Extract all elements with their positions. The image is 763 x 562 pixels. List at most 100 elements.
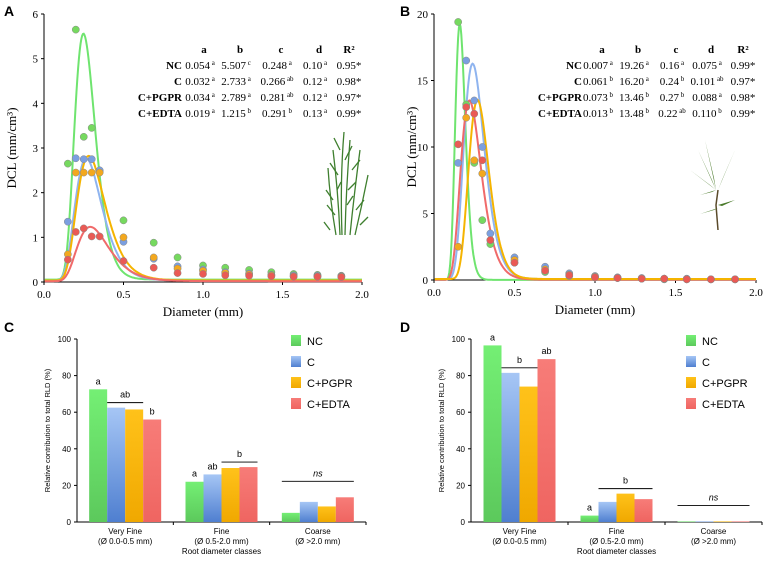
bar-c-pgpr (519, 386, 538, 522)
table-value: 0.12 a (303, 75, 328, 88)
bar-nc (580, 515, 599, 522)
significance-letter: ab (677, 107, 686, 115)
panel-letter-b: B (400, 3, 410, 19)
significance-label: ns (709, 492, 719, 502)
table-value: 0.101 ab (690, 75, 724, 88)
bar-c-edta (143, 419, 162, 522)
legend-label: C (702, 357, 710, 369)
significance-letter: a (210, 75, 216, 83)
y-tick-label: 20 (456, 481, 465, 490)
table-value-number: 0.291 (262, 108, 287, 120)
data-point-c-pgpr (95, 168, 104, 177)
data-point-c (478, 143, 487, 151)
table-value-number: 0.110 (692, 108, 717, 120)
legend-label: C+PGPR (307, 378, 353, 390)
table-value-number: 5.507 (221, 60, 246, 72)
data-point-c-edta (221, 271, 230, 280)
data-point-c-pgpr (462, 113, 471, 122)
significance-letter: c (246, 59, 251, 67)
data-point-c-pgpr (478, 169, 487, 178)
significance-label: a (192, 469, 197, 479)
table-row-label: C (574, 76, 582, 88)
table-header: R² (343, 44, 355, 56)
table-value: 0.281 ab (260, 91, 294, 104)
significance-label: a (490, 332, 495, 342)
table-value: 0.27 b (660, 91, 685, 104)
data-point-c-edta (510, 258, 519, 267)
significance-letter: a (322, 107, 328, 115)
table-header: R² (737, 44, 749, 56)
x-axis-label: Root diameter classes (577, 547, 656, 556)
significance-label: b (150, 407, 155, 417)
plant-illustration-b (690, 140, 745, 231)
table-value-number: 0.013 (583, 108, 608, 120)
legend-swatch (686, 335, 696, 346)
table-r2: 0.97* (337, 92, 362, 104)
data-point-c-edta (478, 156, 487, 165)
y-tick-label: 100 (58, 335, 72, 344)
table-r2: 0.98* (731, 92, 756, 104)
table-value: 0.019 a (185, 107, 216, 120)
significance-letter: a (644, 59, 650, 67)
table-row-label: C+EDTA (538, 108, 582, 120)
data-point-c-pgpr (149, 253, 158, 262)
data-point-c-edta (149, 263, 158, 272)
legend-swatch (686, 356, 696, 367)
table-row-label: C+PGPR (138, 92, 183, 104)
legend-swatch (686, 398, 696, 409)
y-axis-label: Relative contribution to total RLD (%) (43, 368, 52, 492)
significance-letter: a (644, 75, 650, 83)
legend-label: C (307, 357, 315, 369)
table-value: 0.16 a (660, 59, 685, 72)
data-point-nc (478, 216, 487, 224)
significance-letter: ab (715, 75, 724, 83)
category-label: Fine (214, 527, 230, 536)
data-point-c-pgpr (470, 156, 479, 165)
bar-c (695, 521, 714, 523)
table-value: 13.46 b (619, 91, 650, 104)
table-value-number: 0.12 (303, 92, 322, 104)
bar-nc (185, 481, 204, 522)
table-value-number: 0.088 (692, 92, 717, 104)
data-point-c-edta (541, 266, 549, 275)
data-point-nc (119, 216, 128, 225)
y-axis-label: Relative contribution to total RLD (%) (437, 368, 446, 492)
data-point-c-edta (591, 273, 599, 282)
significance-letter: b (608, 107, 614, 115)
legend-label: NC (702, 336, 718, 348)
table-value-number: 0.054 (185, 60, 210, 72)
bar-c (598, 501, 617, 522)
category-sublabel: (Ø >2.0 mm) (691, 537, 736, 546)
significance-letter: ab (285, 91, 294, 99)
significance-letter: b (644, 91, 650, 99)
table-row-label: C (174, 76, 182, 88)
y-tick-label: 60 (62, 408, 71, 417)
data-point-nc (64, 159, 72, 168)
data-point-c (71, 154, 80, 163)
y-tick-label: 40 (456, 445, 465, 454)
x-axis-label: Diameter (mm) (555, 302, 636, 317)
data-point-c-pgpr (454, 242, 462, 251)
table-header: a (201, 44, 207, 56)
table-value: 0.088 a (692, 91, 723, 104)
category-label: Coarse (701, 527, 727, 536)
table-value-number: 0.007 (583, 60, 608, 72)
table-header: c (674, 44, 679, 56)
table-value: 0.032 a (185, 75, 216, 88)
data-point-c (64, 217, 72, 226)
y-tick-label: 40 (62, 445, 71, 454)
significance-letter: b (287, 107, 293, 115)
significance-letter: a (210, 107, 216, 115)
x-axis-label: Diameter (mm) (163, 304, 244, 319)
significance-letter: a (246, 75, 252, 83)
category-label: Coarse (305, 527, 331, 536)
data-point-c-edta (289, 272, 298, 281)
data-point-nc (173, 253, 182, 262)
bar-nc (89, 389, 108, 522)
bar-c (299, 501, 318, 522)
y-tick-label: 2 (33, 188, 39, 200)
table-value: 0.266 ab (260, 75, 294, 88)
bar-nc (281, 512, 300, 522)
plant-illustration-a (323, 131, 369, 236)
table-value: 0.248 a (262, 59, 293, 72)
